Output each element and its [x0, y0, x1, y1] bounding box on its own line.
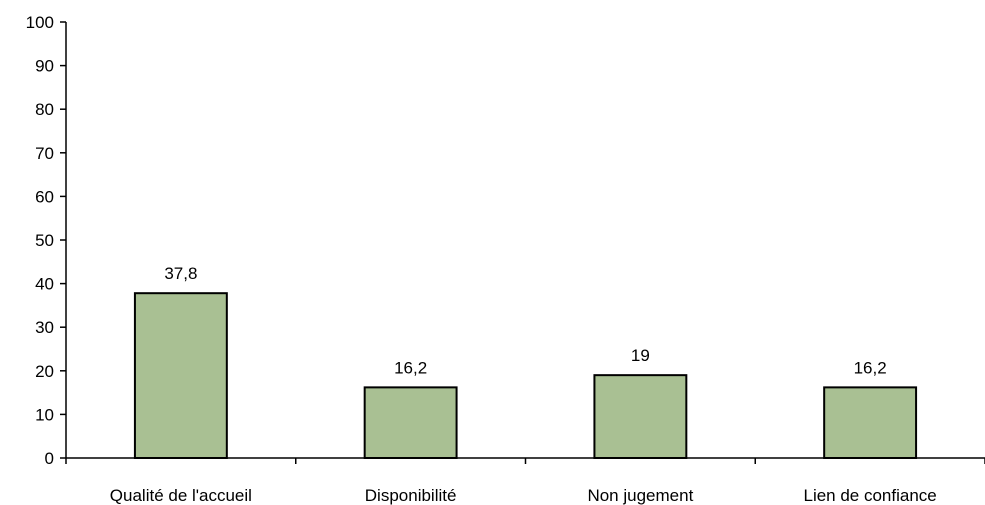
- bars: 37,8 16,2 19 16,2: [133, 264, 918, 460]
- data-label: 16,2: [854, 358, 887, 377]
- y-tick-label: 10: [35, 405, 54, 424]
- x-tick-label: Lien de confiance: [803, 486, 936, 505]
- x-axis: Qualité de l'accueil Disponibilité Non jug…: [65, 457, 985, 505]
- y-tick-label: 20: [35, 362, 54, 381]
- y-tick-label: 0: [45, 449, 54, 468]
- bar: [363, 386, 458, 460]
- y-tick-label: 90: [35, 57, 54, 76]
- data-label: 19: [631, 346, 650, 365]
- data-label: 16,2: [394, 358, 427, 377]
- y-tick-label: 70: [35, 144, 54, 163]
- x-tick-label: Non jugement: [587, 486, 693, 505]
- x-tick-label: Qualité de l'accueil: [110, 486, 252, 505]
- y-tick-label: 60: [35, 187, 54, 206]
- data-label: 37,8: [164, 264, 197, 283]
- bar: [823, 386, 918, 460]
- bar: [593, 374, 688, 459]
- y-tick-label: 30: [35, 318, 54, 337]
- y-tick-label: 80: [35, 100, 54, 119]
- y-tick-label: 50: [35, 231, 54, 250]
- y-tick-label: 40: [35, 275, 54, 294]
- y-tick-label: 100: [26, 13, 54, 32]
- y-axis: 0 10 20 30 40 50 60 70 80 90 100: [26, 13, 67, 468]
- bar: [133, 292, 228, 459]
- x-tick-label: Disponibilité: [365, 486, 457, 505]
